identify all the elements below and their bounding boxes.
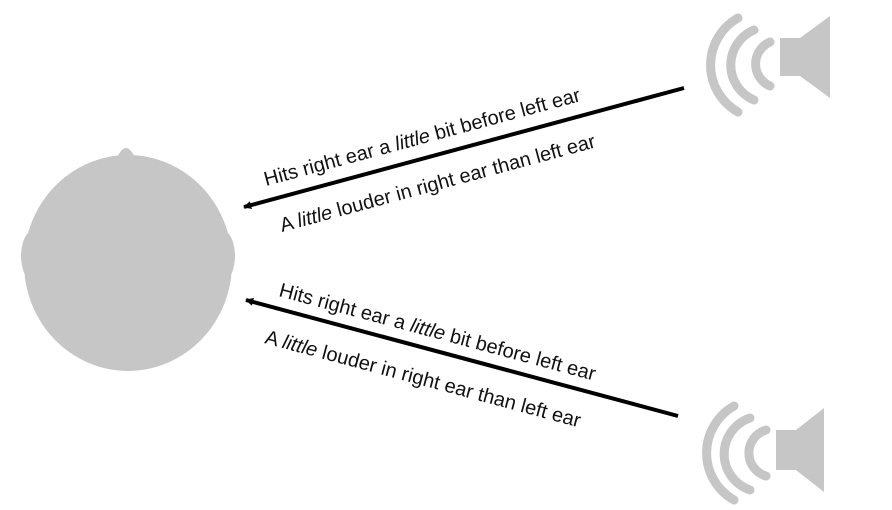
speaker-sound-waves-icon [706,13,830,117]
head-top-view-icon [21,148,235,371]
lower-sound-arrow [245,298,679,418]
upper-arrow-label-timing: Hits right ear a little bit before left … [262,84,584,190]
speaker-sound-waves-icon [702,401,824,505]
lower-arrow-label-timing: Hits right ear a little bit before left … [277,280,599,386]
upper-sound-arrow [243,86,685,209]
